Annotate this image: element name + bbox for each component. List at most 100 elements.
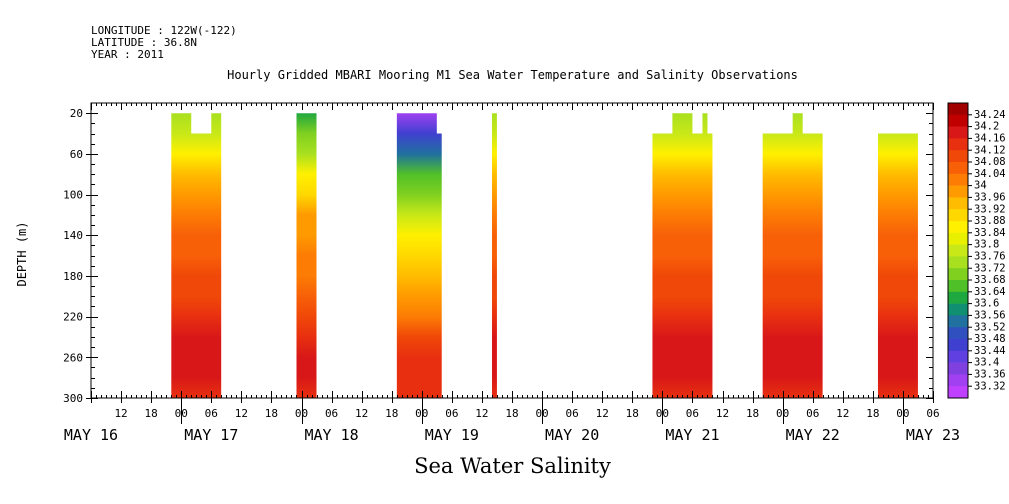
colorbar-swatch bbox=[948, 221, 968, 234]
colorbar-label: 33.44 bbox=[974, 345, 1006, 357]
data-segment bbox=[762, 113, 823, 398]
x-day-label: MAY 16 bbox=[64, 426, 118, 444]
x-tick-label: 06 bbox=[926, 407, 939, 420]
chart-caption-text: Sea Water Salinity bbox=[414, 454, 611, 478]
data-segment bbox=[877, 133, 918, 398]
colorbar-label: 33.36 bbox=[974, 369, 1006, 381]
latitude-label: LATITUDE : 36.8N bbox=[91, 36, 197, 49]
colorbar-swatch bbox=[948, 315, 968, 328]
x-tick-label: 12 bbox=[114, 407, 127, 420]
colorbar-swatch bbox=[948, 126, 968, 139]
colorbar-label: 34.04 bbox=[974, 168, 1006, 180]
colorbar-swatch bbox=[948, 374, 968, 387]
data-segment bbox=[652, 113, 713, 398]
segment-fill bbox=[296, 113, 317, 398]
colorbar-swatch bbox=[948, 244, 968, 257]
colorbar-swatch bbox=[948, 327, 968, 340]
colorbar-label: 34.16 bbox=[974, 133, 1006, 145]
segment-fill bbox=[491, 113, 497, 398]
colorbar-swatch bbox=[948, 150, 968, 163]
x-day-label: MAY 19 bbox=[425, 426, 479, 444]
colorbar-label: 34.24 bbox=[974, 109, 1006, 121]
data-segments bbox=[171, 113, 918, 398]
colorbar-label: 34.2 bbox=[974, 121, 999, 133]
segment-fill bbox=[877, 133, 918, 398]
colorbar: 34.2434.234.1634.1234.0834.043433.9633.9… bbox=[947, 102, 1006, 399]
colorbar-swatch bbox=[948, 114, 968, 127]
colorbar-label: 33.56 bbox=[974, 310, 1006, 322]
x-tick-label: 06 bbox=[445, 407, 458, 420]
colorbar-swatch bbox=[948, 362, 968, 375]
y-tick-label: 220 bbox=[63, 311, 83, 324]
colorbar-swatch bbox=[948, 256, 968, 269]
y-tick-label: 100 bbox=[63, 189, 83, 202]
x-tick-label: 12 bbox=[596, 407, 609, 420]
x-tick-label: 18 bbox=[385, 407, 398, 420]
x-day-label: MAY 21 bbox=[665, 426, 719, 444]
colorbar-label: 33.92 bbox=[974, 203, 1006, 215]
colorbar-swatch bbox=[948, 103, 968, 116]
colorbar-label: 34.08 bbox=[974, 156, 1006, 168]
colorbar-swatch bbox=[948, 173, 968, 186]
chart-title-text: Hourly Gridded MBARI Mooring M1 Sea Wate… bbox=[227, 68, 798, 82]
x-tick-label: 00 bbox=[415, 407, 428, 420]
colorbar-frame bbox=[947, 102, 969, 399]
colorbar-swatch bbox=[948, 280, 968, 293]
x-tick-label: 06 bbox=[686, 407, 699, 420]
x-tick-label: 12 bbox=[355, 407, 368, 420]
x-tick-label: 00 bbox=[295, 407, 308, 420]
x-day-label: MAY 23 bbox=[906, 426, 960, 444]
colorbar-label: 33.68 bbox=[974, 274, 1006, 286]
x-tick-label: 00 bbox=[776, 407, 789, 420]
y-tick-label: 260 bbox=[63, 351, 83, 364]
colorbar-swatch bbox=[948, 162, 968, 175]
colorbar-swatch bbox=[948, 303, 968, 316]
segment-fill bbox=[396, 113, 442, 398]
plot-axes: 12 18 00 06 12 18 00 06 12 18 00 06 12 18 00 06 12 18 00 06… bbox=[63, 102, 960, 444]
x-tick-label: 00 bbox=[656, 407, 669, 420]
x-tick-label: 18 bbox=[145, 407, 158, 420]
x-tick-label: 18 bbox=[265, 407, 278, 420]
x-tick-label: 18 bbox=[746, 407, 759, 420]
data-segment bbox=[396, 113, 442, 398]
colorbar-label: 33.8 bbox=[974, 239, 999, 251]
colorbar-label: 34 bbox=[974, 180, 987, 192]
colorbar-swatch bbox=[948, 339, 968, 352]
x-tick-label: 06 bbox=[325, 407, 338, 420]
colorbar-label: 33.88 bbox=[974, 215, 1006, 227]
x-tick-label: 18 bbox=[626, 407, 639, 420]
y-tick-label: 300 bbox=[63, 392, 83, 405]
colorbar-swatch bbox=[948, 268, 968, 281]
x-tick-label: 06 bbox=[566, 407, 579, 420]
data-segment bbox=[491, 113, 497, 398]
colorbar-swatch bbox=[948, 291, 968, 304]
x-day-label: MAY 17 bbox=[184, 426, 238, 444]
colorbar-swatch bbox=[948, 209, 968, 222]
data-segment bbox=[171, 113, 222, 398]
colorbar-swatch bbox=[948, 138, 968, 151]
colorbar-label: 33.64 bbox=[974, 286, 1006, 298]
x-tick-label: 00 bbox=[175, 407, 188, 420]
x-tick-label: 18 bbox=[505, 407, 518, 420]
colorbar-label: 33.52 bbox=[974, 321, 1006, 333]
colorbar-label: 34.12 bbox=[974, 144, 1006, 156]
x-day-label: MAY 20 bbox=[545, 426, 599, 444]
chart-caption: Sea Water Salinity bbox=[0, 454, 1009, 478]
x-day-label: MAY 18 bbox=[304, 426, 358, 444]
chart-title: Hourly Gridded MBARI Mooring M1 Sea Wate… bbox=[0, 68, 1009, 82]
x-tick-label: 06 bbox=[806, 407, 819, 420]
colorbar-swatch bbox=[948, 350, 968, 363]
x-tick-label: 18 bbox=[866, 407, 879, 420]
y-tick-label: 180 bbox=[63, 270, 83, 283]
year-label: YEAR : 2011 bbox=[91, 48, 164, 61]
x-tick-label: 06 bbox=[205, 407, 218, 420]
data-segment bbox=[296, 113, 317, 398]
x-tick-label: 12 bbox=[836, 407, 849, 420]
x-tick-label: 12 bbox=[475, 407, 488, 420]
segment-fill bbox=[762, 113, 823, 398]
colorbar-swatch bbox=[948, 232, 968, 245]
colorbar-label: 33.48 bbox=[974, 333, 1006, 345]
x-day-label: MAY 22 bbox=[786, 426, 840, 444]
x-tick-label: 00 bbox=[535, 407, 548, 420]
